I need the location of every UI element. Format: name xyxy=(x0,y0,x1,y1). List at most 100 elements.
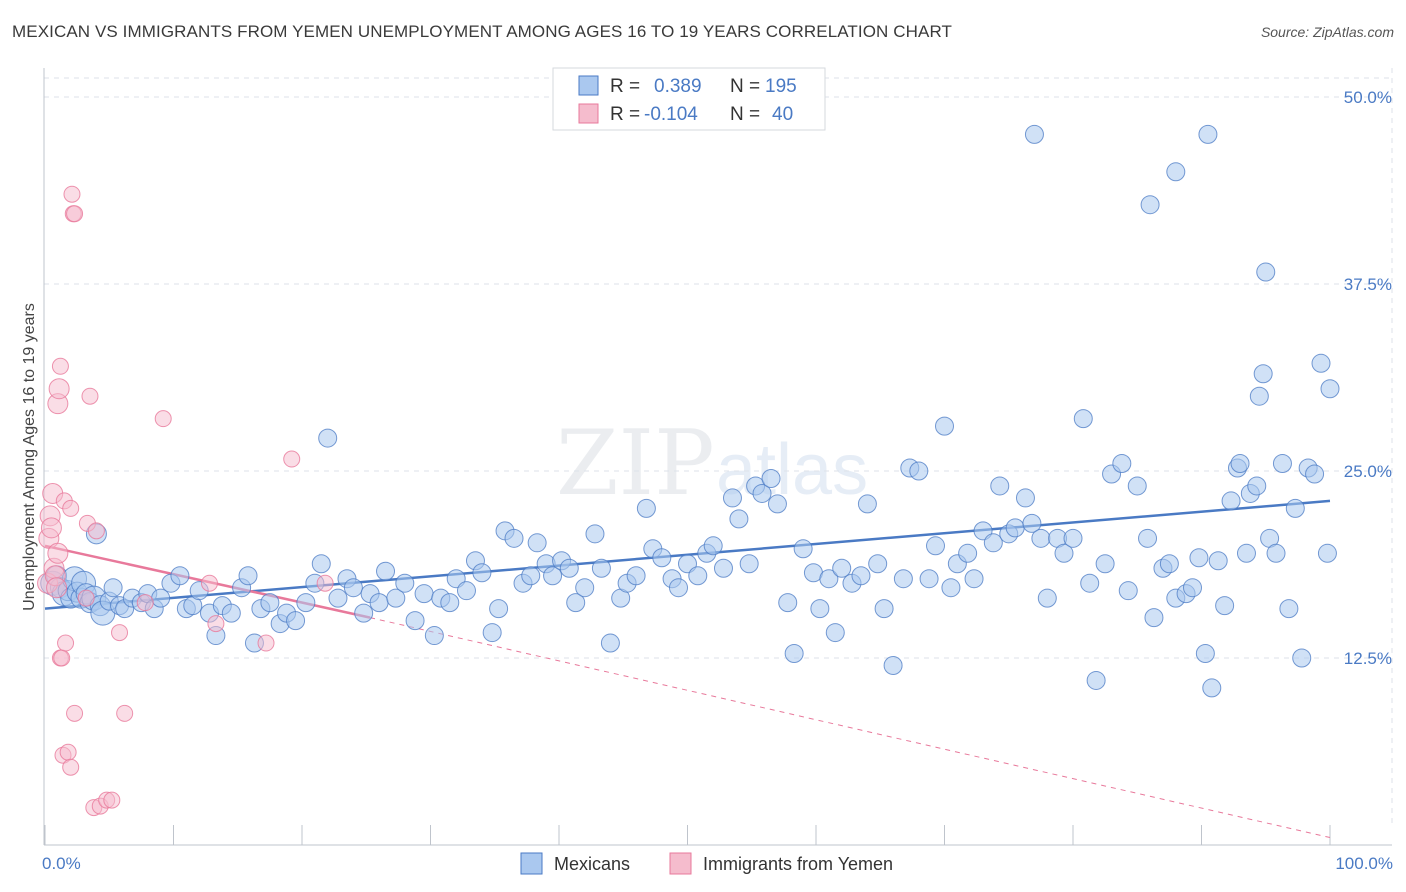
point-mexicans-45 xyxy=(318,428,338,448)
point-mexicans-56 xyxy=(414,584,434,604)
point-mexicans-155 xyxy=(1215,596,1235,616)
point-mexicans-64 xyxy=(482,623,502,643)
point-mexicans-82 xyxy=(626,566,646,586)
point-mexicans-163 xyxy=(1266,543,1286,563)
point-mexicans-100 xyxy=(778,593,798,613)
point-mexicans-78 xyxy=(591,558,611,578)
point-mexicans-154 xyxy=(1208,551,1228,571)
point-mexicans-102 xyxy=(793,539,813,559)
point-mexicans-85 xyxy=(652,548,672,568)
point-mexicans-17 xyxy=(103,578,123,598)
y-tick-label-3: 50.0% xyxy=(1344,88,1392,107)
point-mexicans-122 xyxy=(958,543,978,563)
point-mexicans-119 xyxy=(935,416,954,436)
point-yemen-8 xyxy=(47,542,69,564)
point-mexicans-61 xyxy=(456,581,476,601)
point-mexicans-137 xyxy=(1080,573,1100,593)
bottom-legend-swatch-yemen xyxy=(669,852,692,875)
point-mexicans-139 xyxy=(1095,554,1115,574)
point-mexicans-75 xyxy=(566,593,586,613)
stats-legend: R = 0.389 N = 195 R = -0.104 N = 40 xyxy=(552,67,826,131)
point-mexicans-109 xyxy=(851,566,871,586)
point-mexicans-144 xyxy=(1138,528,1158,548)
point-mexicans-53 xyxy=(386,588,406,608)
point-mexicans-172 xyxy=(1320,379,1340,399)
point-mexicans-51 xyxy=(369,593,389,613)
point-mexicans-38 xyxy=(260,593,280,613)
trend-line-yemen-extension xyxy=(369,617,1331,839)
point-mexicans-87 xyxy=(669,578,689,598)
point-mexicans-74 xyxy=(559,558,579,578)
point-mexicans-126 xyxy=(990,476,1010,496)
point-mexicans-112 xyxy=(874,599,894,619)
watermark: ZIP atlas xyxy=(556,411,868,516)
point-yemen-12 xyxy=(51,357,69,375)
point-mexicans-89 xyxy=(688,566,708,586)
legend-swatch-yemen xyxy=(578,103,599,124)
point-mexicans-44 xyxy=(311,554,331,574)
point-mexicans-125 xyxy=(983,533,1003,553)
point-mexicans-151 xyxy=(1189,548,1209,568)
point-mexicans-134 xyxy=(1054,543,1074,563)
point-yemen-32 xyxy=(111,624,129,642)
tick-labels: 12.5% 25.0% 37.5% 50.0% 0.0% 100.0% xyxy=(42,88,1393,873)
point-mexicans-77 xyxy=(585,524,605,544)
point-mexicans-69 xyxy=(521,566,541,586)
y-axis-label: Unemployment Among Ages 16 to 19 years xyxy=(21,303,38,611)
point-yemen-17 xyxy=(59,743,77,761)
point-mexicans-165 xyxy=(1279,599,1299,619)
point-yemen-40 xyxy=(316,574,334,592)
point-mexicans-57 xyxy=(424,626,444,646)
point-mexicans-135 xyxy=(1063,528,1083,548)
point-mexicans-171 xyxy=(1317,543,1337,563)
point-mexicans-65 xyxy=(489,599,509,619)
point-mexicans-79 xyxy=(600,633,620,653)
point-yemen-34 xyxy=(136,594,154,612)
point-mexicans-70 xyxy=(527,533,547,553)
point-yemen-23 xyxy=(66,704,84,722)
trend-lines xyxy=(44,499,1331,839)
y-tick-label-0: 12.5% xyxy=(1344,649,1392,668)
point-mexicans-49 xyxy=(354,603,374,623)
point-yemen-22 xyxy=(66,205,84,223)
legend-swatch-mexicans xyxy=(578,75,599,96)
chart-source: Source: ZipAtlas.com xyxy=(1260,24,1394,40)
point-mexicans-130 xyxy=(1022,513,1042,533)
point-mexicans-143 xyxy=(1127,476,1147,496)
point-yemen-37 xyxy=(207,615,225,633)
point-mexicans-179 xyxy=(1236,543,1256,563)
legend-r-label-1: R = xyxy=(610,76,640,97)
point-mexicans-128 xyxy=(1005,518,1025,538)
point-yemen-28 xyxy=(87,522,105,540)
point-mexicans-93 xyxy=(722,488,742,508)
point-mexicans-176 xyxy=(1024,124,1044,144)
point-mexicans-104 xyxy=(810,599,830,619)
point-yemen-26 xyxy=(81,387,99,405)
bottom-legend-yemen: Immigrants from Yemen xyxy=(703,854,893,874)
point-mexicans-161 xyxy=(1253,364,1273,384)
bottom-legend-swatch-mexicans xyxy=(520,852,543,875)
point-mexicans-169 xyxy=(1305,464,1325,484)
x-tick-label-1: 100.0% xyxy=(1335,854,1393,873)
series-yemen-points xyxy=(37,185,334,817)
point-mexicans-97 xyxy=(752,483,772,503)
point-mexicans-173 xyxy=(1166,162,1186,182)
point-mexicans-147 xyxy=(1159,554,1179,574)
point-mexicans-106 xyxy=(825,623,845,643)
point-mexicans-156 xyxy=(1221,491,1241,511)
legend-n-label-1: N = xyxy=(730,76,760,97)
bottom-legend-mexicans: Mexicans xyxy=(554,854,630,874)
point-mexicans-150 xyxy=(1183,578,1203,598)
point-mexicans-24 xyxy=(151,588,171,608)
point-mexicans-54 xyxy=(395,573,415,593)
point-yemen-7 xyxy=(46,577,68,599)
point-mexicans-117 xyxy=(919,569,939,589)
legend-r-value-2: -0.104 xyxy=(644,104,698,125)
point-yemen-3 xyxy=(40,517,62,539)
point-mexicans-99 xyxy=(767,494,787,514)
chart-title: MEXICAN VS IMMIGRANTS FROM YEMEN UNEMPLO… xyxy=(12,22,952,41)
point-mexicans-158 xyxy=(1230,454,1250,474)
point-yemen-33 xyxy=(116,704,134,722)
point-mexicans-76 xyxy=(575,578,595,598)
